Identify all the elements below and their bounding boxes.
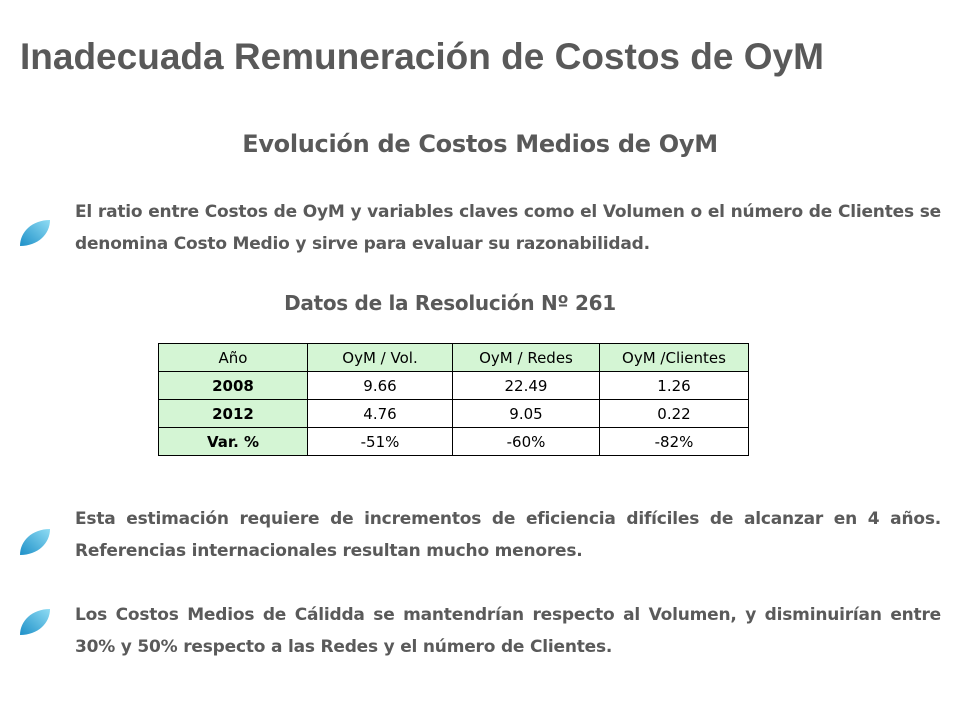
table-title: Datos de la Resolución Nº 261 xyxy=(284,291,616,315)
table-cell: 9.66 xyxy=(307,371,453,400)
table-cell: 1.26 xyxy=(599,371,749,400)
bullet-text-calidda: Los Costos Medios de Cálidda se mantendr… xyxy=(75,605,941,657)
table-cell: -60% xyxy=(452,427,600,456)
table-row: 2012 4.76 9.05 0.22 xyxy=(158,399,749,428)
leaf-icon xyxy=(20,609,50,635)
header-oym-vol: OyM / Vol. xyxy=(307,343,453,372)
table-header-row: Año OyM / Vol. OyM / Redes OyM /Clientes xyxy=(158,343,749,372)
header-oym-clientes: OyM /Clientes xyxy=(599,343,749,372)
table-row: Var. % -51% -60% -82% xyxy=(158,427,749,456)
row-label: Var. % xyxy=(158,427,308,456)
table-cell: 0.22 xyxy=(599,399,749,428)
table-row: 2008 9.66 22.49 1.26 xyxy=(158,371,749,400)
header-year: Año xyxy=(158,343,308,372)
bullet-text-estimation: Esta estimación requiere de incrementos … xyxy=(75,509,941,561)
row-label: 2008 xyxy=(158,371,308,400)
bullet-text-ratio: El ratio entre Costos de OyM y variables… xyxy=(75,202,941,254)
leaf-icon xyxy=(20,220,50,246)
slide-title: Inadecuada Remuneración de Costos de OyM xyxy=(20,36,824,77)
table-cell: 4.76 xyxy=(307,399,453,428)
leaf-icon xyxy=(20,529,50,555)
header-oym-redes: OyM / Redes xyxy=(452,343,600,372)
resolution-data-table: Año OyM / Vol. OyM / Redes OyM /Clientes… xyxy=(158,343,749,456)
table-cell: 9.05 xyxy=(452,399,600,428)
row-label: 2012 xyxy=(158,399,308,428)
table-cell: 22.49 xyxy=(452,371,600,400)
slide-subtitle: Evolución de Costos Medios de OyM xyxy=(242,130,718,158)
table-cell: -51% xyxy=(307,427,453,456)
table-cell: -82% xyxy=(599,427,749,456)
